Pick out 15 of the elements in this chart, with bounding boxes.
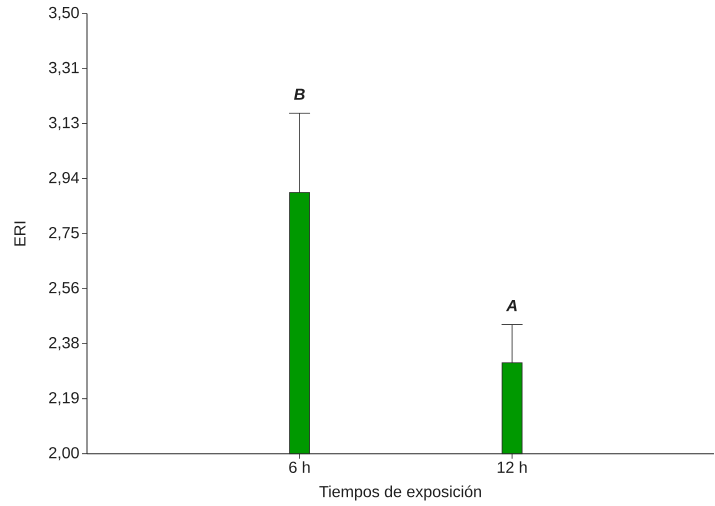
y-tick-label: 2,38: [49, 337, 79, 350]
y-tick-label: 2,75: [49, 226, 79, 240]
y-tick-label: 2,56: [49, 282, 79, 296]
y-tick-label: 2,94: [49, 172, 80, 186]
annotation: B: [294, 88, 305, 100]
x-tick-label: 12 h: [498, 461, 527, 473]
y-tick-label: 3,13: [48, 116, 79, 130]
x-axis-title: Tiempos de exposición: [319, 485, 481, 500]
y-tick-label: 3,50: [48, 6, 79, 20]
x-tick-label: 6 h: [289, 461, 310, 473]
y-tick-label: 2,00: [49, 447, 79, 460]
annotation: A: [506, 300, 517, 312]
y-tick-label: 3,31: [48, 62, 79, 76]
y-tick-label: 2,19: [49, 392, 79, 406]
y-axis-title: ERI: [14, 222, 26, 246]
